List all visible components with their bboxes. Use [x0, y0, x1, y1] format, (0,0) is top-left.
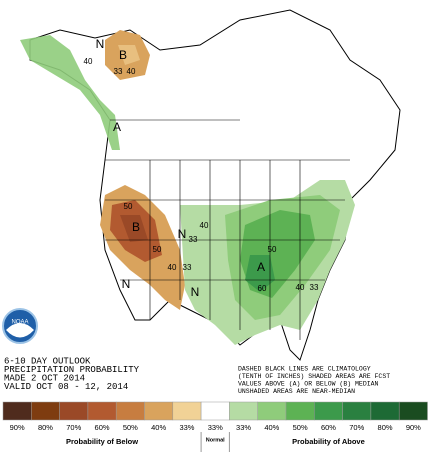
legend-label: 33%: [208, 423, 223, 432]
outlook-text: MADE 2 OCT 2014: [4, 373, 85, 383]
logo: NOAA: [2, 308, 38, 344]
outlook-text: 6-10 DAY OUTLOOK: [4, 356, 91, 366]
legend-label: 80%: [38, 423, 53, 432]
legend-swatch: [87, 401, 117, 421]
note-text: UNSHADED AREAS ARE NEAR-MEDIAN: [238, 388, 355, 395]
outlook-text: PRECIPITATION PROBABILITY: [4, 365, 140, 375]
legend-swatch: [285, 401, 315, 421]
legend-label: 50%: [293, 423, 308, 432]
map-label: 50: [268, 245, 277, 254]
legend-caption: Probability of Below: [66, 437, 138, 446]
legend-swatch: [115, 401, 145, 421]
legend-label: 90%: [406, 423, 421, 432]
legend-label: 40%: [264, 423, 279, 432]
legend-swatch: [314, 401, 343, 421]
legend-label: 60%: [95, 423, 110, 432]
map-label: N: [96, 37, 105, 51]
map-label: 33: [183, 263, 192, 272]
map-label: 33: [189, 235, 198, 244]
legend-swatch: [370, 401, 400, 421]
borders: [105, 119, 350, 340]
map-label: 60: [258, 284, 267, 293]
map-label: 40: [200, 221, 209, 230]
legend-label: 33%: [236, 423, 251, 432]
map-label: N: [178, 227, 187, 241]
map-label: 33: [310, 283, 319, 292]
note-text: (TENTH OF INCHES) SHADED AREAS ARE FCST: [238, 373, 390, 380]
map-label: B: [132, 220, 140, 234]
map-label: 50: [124, 202, 133, 211]
map-label: 33: [114, 67, 123, 76]
legend-swatch: [257, 401, 287, 421]
map-label: A: [113, 120, 121, 134]
legend-label: 90%: [10, 423, 25, 432]
map-label: N: [191, 285, 200, 299]
map-label: 40: [296, 283, 305, 292]
legend-caption: Normal: [206, 437, 225, 443]
legend-label: 50%: [123, 423, 138, 432]
legend-swatch: [59, 401, 89, 421]
legend-label: 70%: [66, 423, 81, 432]
legend-label: 40%: [151, 423, 166, 432]
outlook-text: VALID OCT 08 - 12, 2014: [4, 382, 128, 392]
legend-swatch: [200, 401, 230, 421]
legend-label: 33%: [179, 423, 194, 432]
legend-swatch: [398, 401, 428, 421]
map-label: 40: [127, 67, 136, 76]
legend-swatch: [229, 401, 258, 421]
legend-swatch: [172, 401, 202, 421]
map-label: B: [119, 48, 127, 62]
note-text: DASHED BLACK LINES ARE CLIMATOLOGY: [238, 366, 371, 373]
legend-swatch: [342, 401, 372, 421]
legend-swatch: [144, 401, 174, 421]
legend-label: 80%: [378, 423, 393, 432]
legend-label: 60%: [321, 423, 336, 432]
map-label: 40: [168, 263, 177, 272]
legend-swatch: [2, 401, 32, 421]
logo-text: NOAA: [11, 320, 28, 326]
legend-caption: Probability of Above: [292, 437, 365, 446]
map-label: 40: [84, 57, 93, 66]
map-label: N: [122, 277, 131, 291]
note-text: VALUES ABOVE (A) OR BELOW (B) MEDIAN: [238, 381, 379, 388]
legend-label: 70%: [349, 423, 364, 432]
map-label: A: [257, 260, 265, 274]
legend-swatch: [31, 401, 60, 421]
shaded-areas: [20, 30, 355, 345]
map-label: 50: [153, 245, 162, 254]
